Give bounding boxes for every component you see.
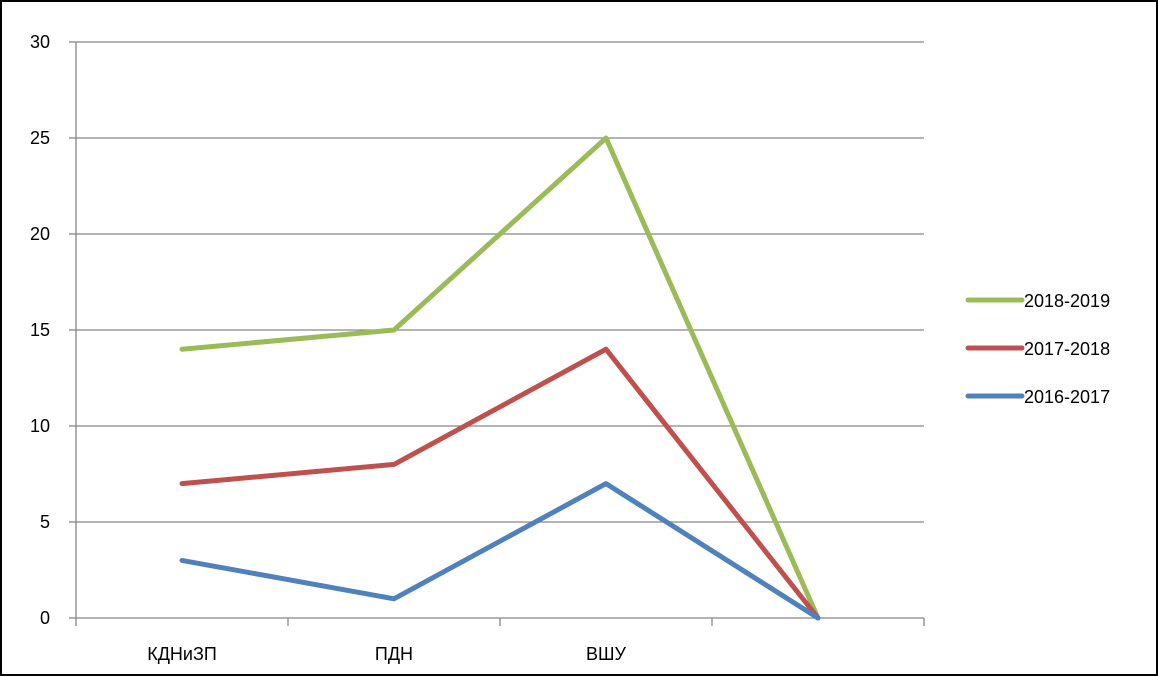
y-tick-label-30: 30: [30, 32, 50, 52]
legend-label-2016-2017: 2016-2017: [1024, 387, 1110, 407]
y-tick-label-25: 25: [30, 128, 50, 148]
y-tick-label-20: 20: [30, 224, 50, 244]
series-lines: [179, 135, 821, 621]
x-tick-label-2: ВШУ: [586, 644, 627, 664]
legend-entry-2017-2018: 2017-2018: [965, 339, 1110, 359]
y-tick-label-5: 5: [40, 512, 50, 532]
x-tick-label-0: КДНиЗП: [147, 644, 217, 664]
x-tick-label-1: ПДН: [375, 644, 413, 664]
legend-entry-2018-2019: 2018-2019: [965, 291, 1110, 311]
series-line-2017-2018: [179, 346, 821, 621]
tick-labels: 0 5 10 15 20 25 30 КДНиЗП ПДН ВШУ: [30, 32, 627, 664]
legend-entry-2016-2017: 2016-2017: [965, 387, 1110, 407]
legend-label-2018-2019: 2018-2019: [1024, 291, 1110, 311]
series-line-2018-2019: [179, 135, 821, 621]
legend-label-2017-2018: 2017-2018: [1024, 339, 1110, 359]
axes: [69, 41, 925, 626]
gridlines: [76, 41, 924, 523]
y-tick-label-10: 10: [30, 416, 50, 436]
y-tick-label-0: 0: [40, 608, 50, 628]
legend: 2018-2019 2017-2018 2016-2017: [965, 291, 1110, 407]
series-line-2016-2017: [179, 481, 821, 621]
y-tick-label-15: 15: [30, 320, 50, 340]
